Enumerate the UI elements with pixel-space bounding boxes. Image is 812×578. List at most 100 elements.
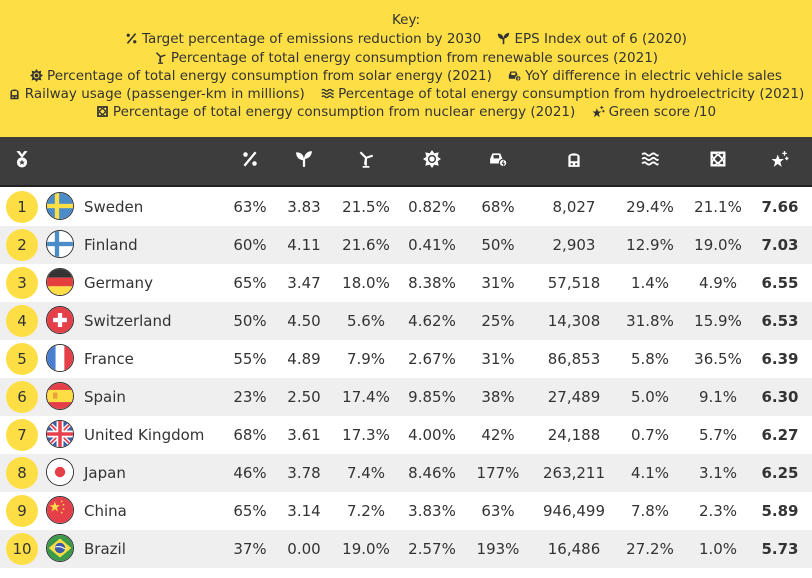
value-cell: 193%	[476, 540, 520, 558]
china-flag-icon	[46, 496, 74, 524]
key-line: Percentage of total energy consumption f…	[0, 50, 812, 66]
sweden-flag-icon	[46, 192, 74, 220]
country-name: Germany	[84, 274, 153, 292]
value-cell: 1.4%	[630, 274, 670, 292]
value-cell: 14,308	[547, 312, 601, 330]
water-waves-icon	[632, 137, 668, 185]
value-cell: 7.9%	[346, 350, 386, 368]
key-item: Railway usage (passenger-km in millions)	[8, 86, 305, 102]
value-cell: 86,853	[547, 350, 601, 368]
value-cell: 55%	[233, 350, 267, 368]
country-name: Switzerland	[84, 312, 172, 330]
country-name: Japan	[84, 464, 126, 482]
table-row: 10 Brazil 37% 0.00 19.0% 2.57% 193% 16,486 27.2%…	[0, 530, 812, 568]
key-line: Percentage of total energy consumption f…	[0, 104, 812, 120]
value-cell: 27.2%	[626, 540, 674, 558]
key-line: Percentage of total energy consumption f…	[0, 68, 812, 84]
atom-icon	[700, 137, 736, 185]
sparkle-star-icon	[762, 137, 798, 185]
value-cell: 63%	[233, 198, 267, 216]
value-cell: 3.1%	[698, 464, 738, 482]
key-item: Green score /10	[592, 104, 716, 120]
value-cell: 0.41%	[408, 236, 456, 254]
brazil-flag-icon	[46, 534, 74, 562]
key-item: Percentage of total energy consumption f…	[154, 50, 658, 66]
spain-flag-icon	[46, 382, 74, 410]
value-cell: 38%	[481, 388, 515, 406]
uk-flag-icon	[46, 420, 74, 448]
key-line: Railway usage (passenger-km in millions)…	[0, 86, 812, 102]
france-flag-icon	[46, 344, 74, 372]
table-row: 4 Switzerland 50% 4.50 5.6% 4.62% 25% 14,308 31.…	[0, 302, 812, 340]
green-score: 5.73	[761, 540, 799, 558]
value-cell: 50%	[481, 236, 515, 254]
value-cell: 2.3%	[698, 502, 738, 520]
value-cell: 31.8%	[626, 312, 674, 330]
electric-car-icon	[480, 137, 516, 185]
wind-turbine-icon	[348, 137, 384, 185]
value-cell: 946,499	[542, 502, 606, 520]
key-title: Key:	[391, 12, 421, 28]
green-score: 6.55	[761, 274, 799, 292]
value-cell: 7.2%	[346, 502, 386, 520]
value-cell: 2.50	[287, 388, 321, 406]
value-cell: 4.9%	[698, 274, 738, 292]
table-row: 2 Finland 60% 4.11 21.6% 0.41% 50% 2,903 12.9% 19…	[0, 226, 812, 264]
value-cell: 16,486	[547, 540, 601, 558]
value-cell: 17.4%	[342, 388, 390, 406]
country-name: China	[84, 502, 127, 520]
value-cell: 4.50	[287, 312, 321, 330]
japan-flag-icon	[46, 458, 74, 486]
value-cell: 0.00	[287, 540, 321, 558]
value-cell: 4.1%	[630, 464, 670, 482]
value-cell: 2,903	[552, 236, 596, 254]
value-cell: 12.9%	[626, 236, 674, 254]
value-cell: 18.0%	[342, 274, 390, 292]
switzerland-flag-icon	[46, 306, 74, 334]
sprout-icon	[497, 31, 514, 47]
table-row: 1 Sweden 63% 3.83 21.5% 0.82% 68% 8,027 29.4% 21.…	[0, 188, 812, 226]
key-item: YoY difference in electric vehicle sales	[508, 68, 782, 84]
value-cell: 5.6%	[346, 312, 386, 330]
key-item: Percentage of total energy consumption f…	[96, 104, 575, 120]
key-item: EPS Index out of 6 (2020)	[497, 31, 687, 47]
wind-turbine-icon	[154, 50, 171, 66]
value-cell: 29.4%	[626, 198, 674, 216]
value-cell: 9.1%	[698, 388, 738, 406]
rank-badge: 3	[6, 267, 38, 299]
value-cell: 23%	[233, 388, 267, 406]
rank-badge: 9	[6, 495, 38, 527]
value-cell: 17.3%	[342, 426, 390, 444]
value-cell: 2.57%	[408, 540, 456, 558]
value-cell: 27,489	[547, 388, 601, 406]
sun-icon	[30, 68, 47, 84]
country-name: Sweden	[84, 198, 144, 216]
value-cell: 42%	[481, 426, 515, 444]
green-score: 7.66	[761, 198, 799, 216]
green-score: 6.39	[761, 350, 799, 368]
value-cell: 2.67%	[408, 350, 456, 368]
value-cell: 263,211	[542, 464, 606, 482]
table-row: 7 United Kingdom 68% 3.61 17.3% 4.00% 42% 24,18…	[0, 416, 812, 454]
value-cell: 3.61	[287, 426, 321, 444]
value-cell: 46%	[233, 464, 267, 482]
green-score: 7.03	[761, 236, 799, 254]
table-row: 6 Spain 23% 2.50 17.4% 9.85% 38% 27,489 5.0% 9.1%…	[0, 378, 812, 416]
value-cell: 5.8%	[630, 350, 670, 368]
green-score: 5.89	[761, 502, 799, 520]
percent-icon	[232, 137, 268, 185]
value-cell: 8,027	[552, 198, 596, 216]
electric-car-icon	[508, 68, 525, 84]
train-icon	[556, 137, 592, 185]
value-cell: 4.89	[287, 350, 321, 368]
value-cell: 21.6%	[342, 236, 390, 254]
country-name: Spain	[84, 388, 126, 406]
value-cell: 3.47	[287, 274, 321, 292]
value-cell: 4.11	[287, 236, 321, 254]
table-row: 3 Germany 65% 3.47 18.0% 8.38% 31% 57,518 1.4% 4.…	[0, 264, 812, 302]
rank-badge: 5	[6, 343, 38, 375]
value-cell: 60%	[233, 236, 267, 254]
water-waves-icon	[321, 86, 338, 102]
value-cell: 31%	[481, 274, 515, 292]
key-legend: Key: Target percentage of emissions redu…	[0, 0, 812, 137]
